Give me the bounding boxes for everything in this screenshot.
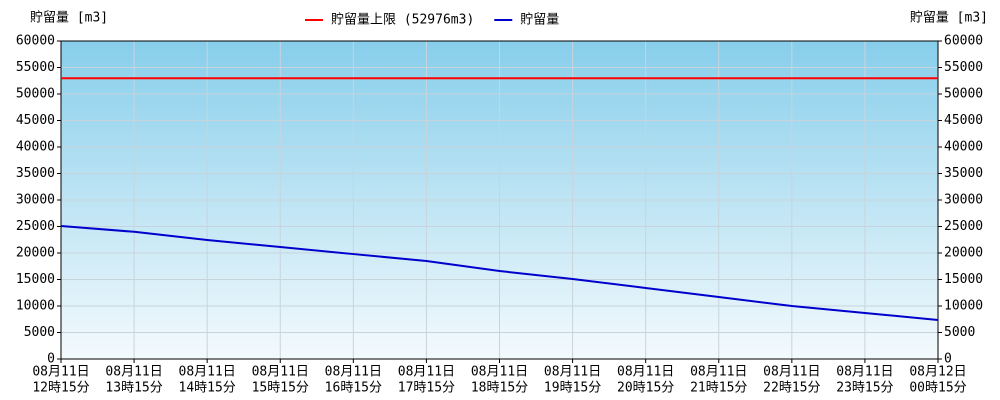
y-tick-label: 50000 — [16, 87, 55, 102]
y2-tick-label: 15000 — [944, 272, 983, 287]
y-tick-label: 10000 — [16, 299, 55, 314]
x-tick-label: 22時15分 — [763, 381, 820, 396]
y2-tick-label: 35000 — [944, 166, 983, 181]
x-tick-label: 08月11日 — [252, 365, 309, 380]
x-tick-label: 08月11日 — [690, 365, 747, 380]
y2-tick-label: 25000 — [944, 219, 983, 234]
x-tick-label: 19時15分 — [544, 381, 601, 396]
y2-tick-label: 60000 — [944, 34, 983, 49]
legend: 貯留量上限 (52976m3) 貯留量 — [305, 13, 559, 28]
y-tick-label: 55000 — [16, 60, 55, 75]
plot-frame — [60, 40, 939, 360]
y-tick-label: 5000 — [24, 325, 55, 340]
y-axis-title: 貯留量 [m3] — [30, 11, 108, 26]
x-tick-label: 08月11日 — [179, 365, 236, 380]
y-tick-label: 40000 — [16, 140, 55, 155]
x-tick-label: 08月11日 — [398, 365, 455, 380]
y-tick-label: 60000 — [16, 34, 55, 49]
x-tick-label: 23時15分 — [836, 381, 893, 396]
x-tick-label: 13時15分 — [105, 381, 162, 396]
y-tick-label: 25000 — [16, 219, 55, 234]
x-tick-label: 08月11日 — [617, 365, 674, 380]
x-tick-label: 08月12日 — [909, 365, 966, 380]
y2-tick-label: 45000 — [944, 113, 983, 128]
x-tick-label: 14時15分 — [179, 381, 236, 396]
x-tick-label: 17時15分 — [398, 381, 455, 396]
y2-tick-label: 55000 — [944, 60, 983, 75]
y2-tick-label: 40000 — [944, 140, 983, 155]
x-tick-label: 00時15分 — [909, 381, 966, 396]
y2-axis-title: 貯留量 [m3] — [910, 11, 988, 26]
y2-tick-label: 20000 — [944, 246, 983, 261]
legend-label: 貯留量 — [520, 13, 559, 28]
x-tick-label: 08月11日 — [325, 365, 382, 380]
y2-tick-label: 10000 — [944, 299, 983, 314]
y2-tick-label: 30000 — [944, 193, 983, 208]
x-tick-label: 08月11日 — [544, 365, 601, 380]
x-tick-label: 08月11日 — [105, 365, 162, 380]
x-tick-label: 08月11日 — [763, 365, 820, 380]
x-tick-label: 08月11日 — [471, 365, 528, 380]
x-tick-label: 21時15分 — [690, 381, 747, 396]
x-tick-label: 08月11日 — [32, 365, 89, 380]
x-tick-label: 16時15分 — [325, 381, 382, 396]
y-tick-label: 15000 — [16, 272, 55, 287]
y-tick-label: 35000 — [16, 166, 55, 181]
y-tick-label: 45000 — [16, 113, 55, 128]
x-tick-label: 18時15分 — [471, 381, 528, 396]
y2-tick-label: 0 — [944, 352, 952, 367]
series-line — [60, 224, 939, 321]
y-tick-label: 30000 — [16, 193, 55, 208]
x-tick-label: 20時15分 — [617, 381, 674, 396]
legend-label: 貯留量上限 (52976m3) — [331, 13, 474, 28]
x-tick-label: 15時15分 — [252, 381, 309, 396]
y-tick-label: 0 — [47, 352, 55, 367]
y2-tick-label: 5000 — [944, 325, 975, 340]
y2-tick-label: 50000 — [944, 87, 983, 102]
x-tick-label: 12時15分 — [32, 381, 89, 396]
y-tick-label: 20000 — [16, 246, 55, 261]
x-tick-label: 08月11日 — [836, 365, 893, 380]
